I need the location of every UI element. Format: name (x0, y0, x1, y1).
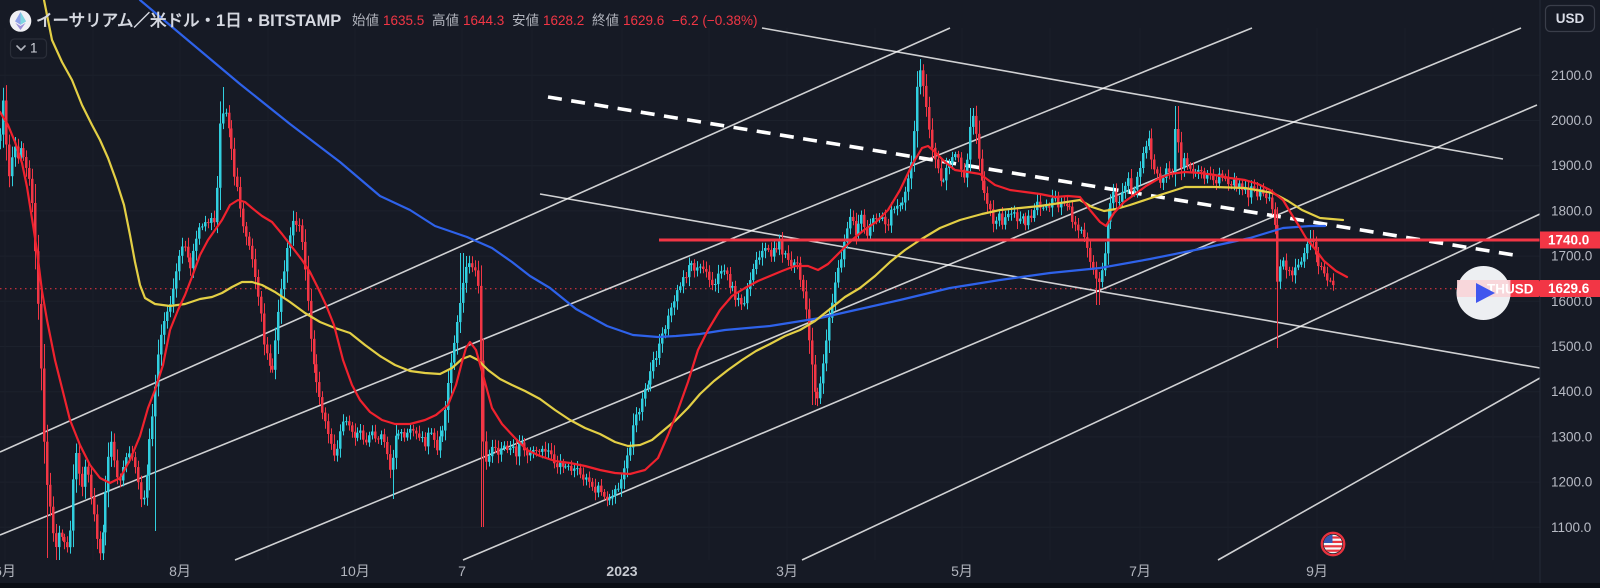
svg-text:1635.5: 1635.5 (383, 13, 424, 28)
svg-text:1629.6: 1629.6 (623, 13, 664, 28)
svg-text:1500.0: 1500.0 (1551, 339, 1592, 354)
svg-text:8月: 8月 (169, 563, 191, 579)
svg-text:終値: 終値 (592, 13, 619, 28)
svg-text:7: 7 (458, 563, 466, 579)
svg-text:−6.2 (−0.38%): −6.2 (−0.38%) (672, 13, 758, 28)
svg-text:10月: 10月 (340, 563, 370, 579)
svg-text:1100.0: 1100.0 (1551, 520, 1591, 535)
svg-text:1644.3: 1644.3 (463, 13, 504, 28)
svg-text:イーサリアム／米ドル・1日・BITSTAMP: イーサリアム／米ドル・1日・BITSTAMP (36, 10, 341, 30)
svg-text:THUSD: THUSD (1487, 282, 1534, 297)
svg-text:1629.6: 1629.6 (1548, 281, 1590, 296)
svg-text:始値: 始値 (352, 13, 379, 28)
svg-text:3月: 3月 (776, 563, 798, 579)
svg-text:1200.0: 1200.0 (1551, 475, 1592, 490)
svg-text:安値: 安値 (512, 13, 539, 28)
svg-text:USD: USD (1556, 11, 1585, 26)
svg-text:6月: 6月 (0, 563, 16, 579)
svg-text:高値: 高値 (432, 12, 459, 28)
svg-text:7月: 7月 (1129, 563, 1151, 579)
svg-text:1628.2: 1628.2 (543, 13, 584, 28)
svg-text:1400.0: 1400.0 (1551, 384, 1592, 399)
svg-text:1800.0: 1800.0 (1551, 203, 1592, 218)
svg-text:1700.0: 1700.0 (1551, 249, 1592, 264)
svg-text:1300.0: 1300.0 (1551, 429, 1592, 444)
svg-text:2100.0: 2100.0 (1551, 68, 1592, 83)
svg-text:1900.0: 1900.0 (1551, 158, 1592, 173)
svg-text:1: 1 (30, 41, 38, 56)
svg-text:5月: 5月 (951, 563, 973, 579)
svg-text:1740.0: 1740.0 (1548, 233, 1589, 248)
svg-text:2023: 2023 (606, 563, 637, 579)
svg-text:1600.0: 1600.0 (1551, 294, 1592, 309)
svg-text:9月: 9月 (1306, 563, 1328, 579)
svg-text:2000.0: 2000.0 (1551, 113, 1592, 128)
